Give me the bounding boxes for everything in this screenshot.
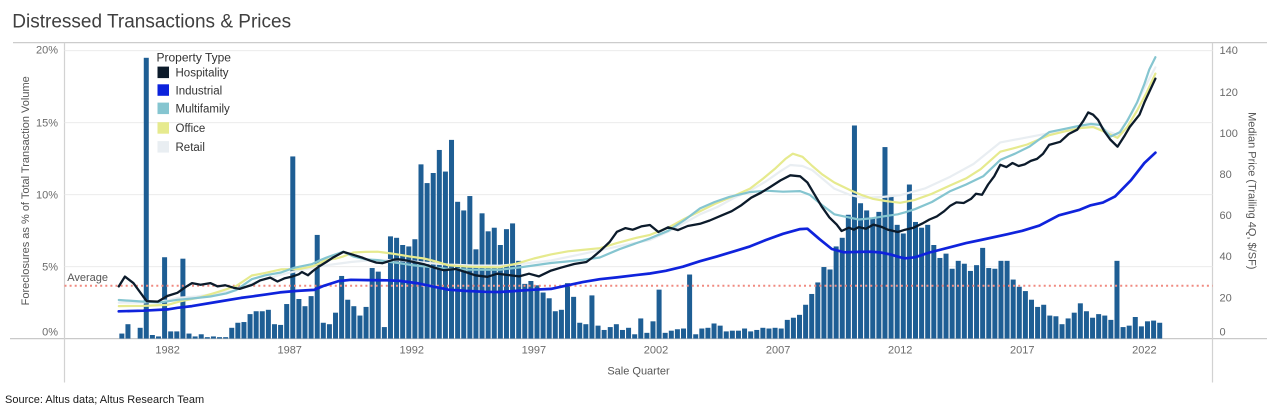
svg-text:80: 80 xyxy=(1220,169,1232,181)
svg-text:Industrial: Industrial xyxy=(176,85,223,97)
svg-text:2017: 2017 xyxy=(1010,345,1034,357)
svg-text:2007: 2007 xyxy=(766,345,790,357)
svg-text:140: 140 xyxy=(1220,45,1238,57)
svg-text:Distressed Transactions & Pric: Distressed Transactions & Prices xyxy=(12,12,291,33)
svg-text:Hospitality: Hospitality xyxy=(176,68,229,80)
svg-text:0%: 0% xyxy=(42,326,58,338)
svg-text:1992: 1992 xyxy=(400,345,424,357)
svg-text:40: 40 xyxy=(1220,251,1232,263)
svg-text:60: 60 xyxy=(1220,210,1232,222)
svg-text:2012: 2012 xyxy=(888,345,912,357)
svg-text:100: 100 xyxy=(1220,128,1238,140)
svg-text:Sale Quarter: Sale Quarter xyxy=(607,366,670,378)
svg-text:10%: 10% xyxy=(36,189,58,201)
svg-text:1987: 1987 xyxy=(277,345,301,357)
svg-text:Multifamily: Multifamily xyxy=(176,104,231,116)
svg-text:15%: 15% xyxy=(36,117,58,129)
svg-text:Average: Average xyxy=(67,272,108,284)
svg-text:Property Type: Property Type xyxy=(157,51,232,65)
svg-text:Foreclosures as % of Total Tra: Foreclosures as % of Total Transaction V… xyxy=(20,76,32,305)
svg-text:20: 20 xyxy=(1220,292,1232,304)
svg-text:Office: Office xyxy=(176,123,206,135)
svg-text:0: 0 xyxy=(1220,326,1226,338)
svg-text:1997: 1997 xyxy=(522,345,546,357)
svg-text:2002: 2002 xyxy=(644,345,668,357)
svg-text:Source: Altus data; Altus Rese: Source: Altus data; Altus Research Team xyxy=(5,394,204,406)
svg-text:20%: 20% xyxy=(36,45,58,57)
svg-text:5%: 5% xyxy=(42,261,58,273)
svg-text:2022: 2022 xyxy=(1132,345,1156,357)
svg-text:Retail: Retail xyxy=(176,142,205,154)
svg-text:120: 120 xyxy=(1220,87,1238,99)
svg-text:Median Price (Trailing 4Q, $/S: Median Price (Trailing 4Q, $/SF) xyxy=(1246,112,1258,269)
svg-text:1982: 1982 xyxy=(155,345,179,357)
